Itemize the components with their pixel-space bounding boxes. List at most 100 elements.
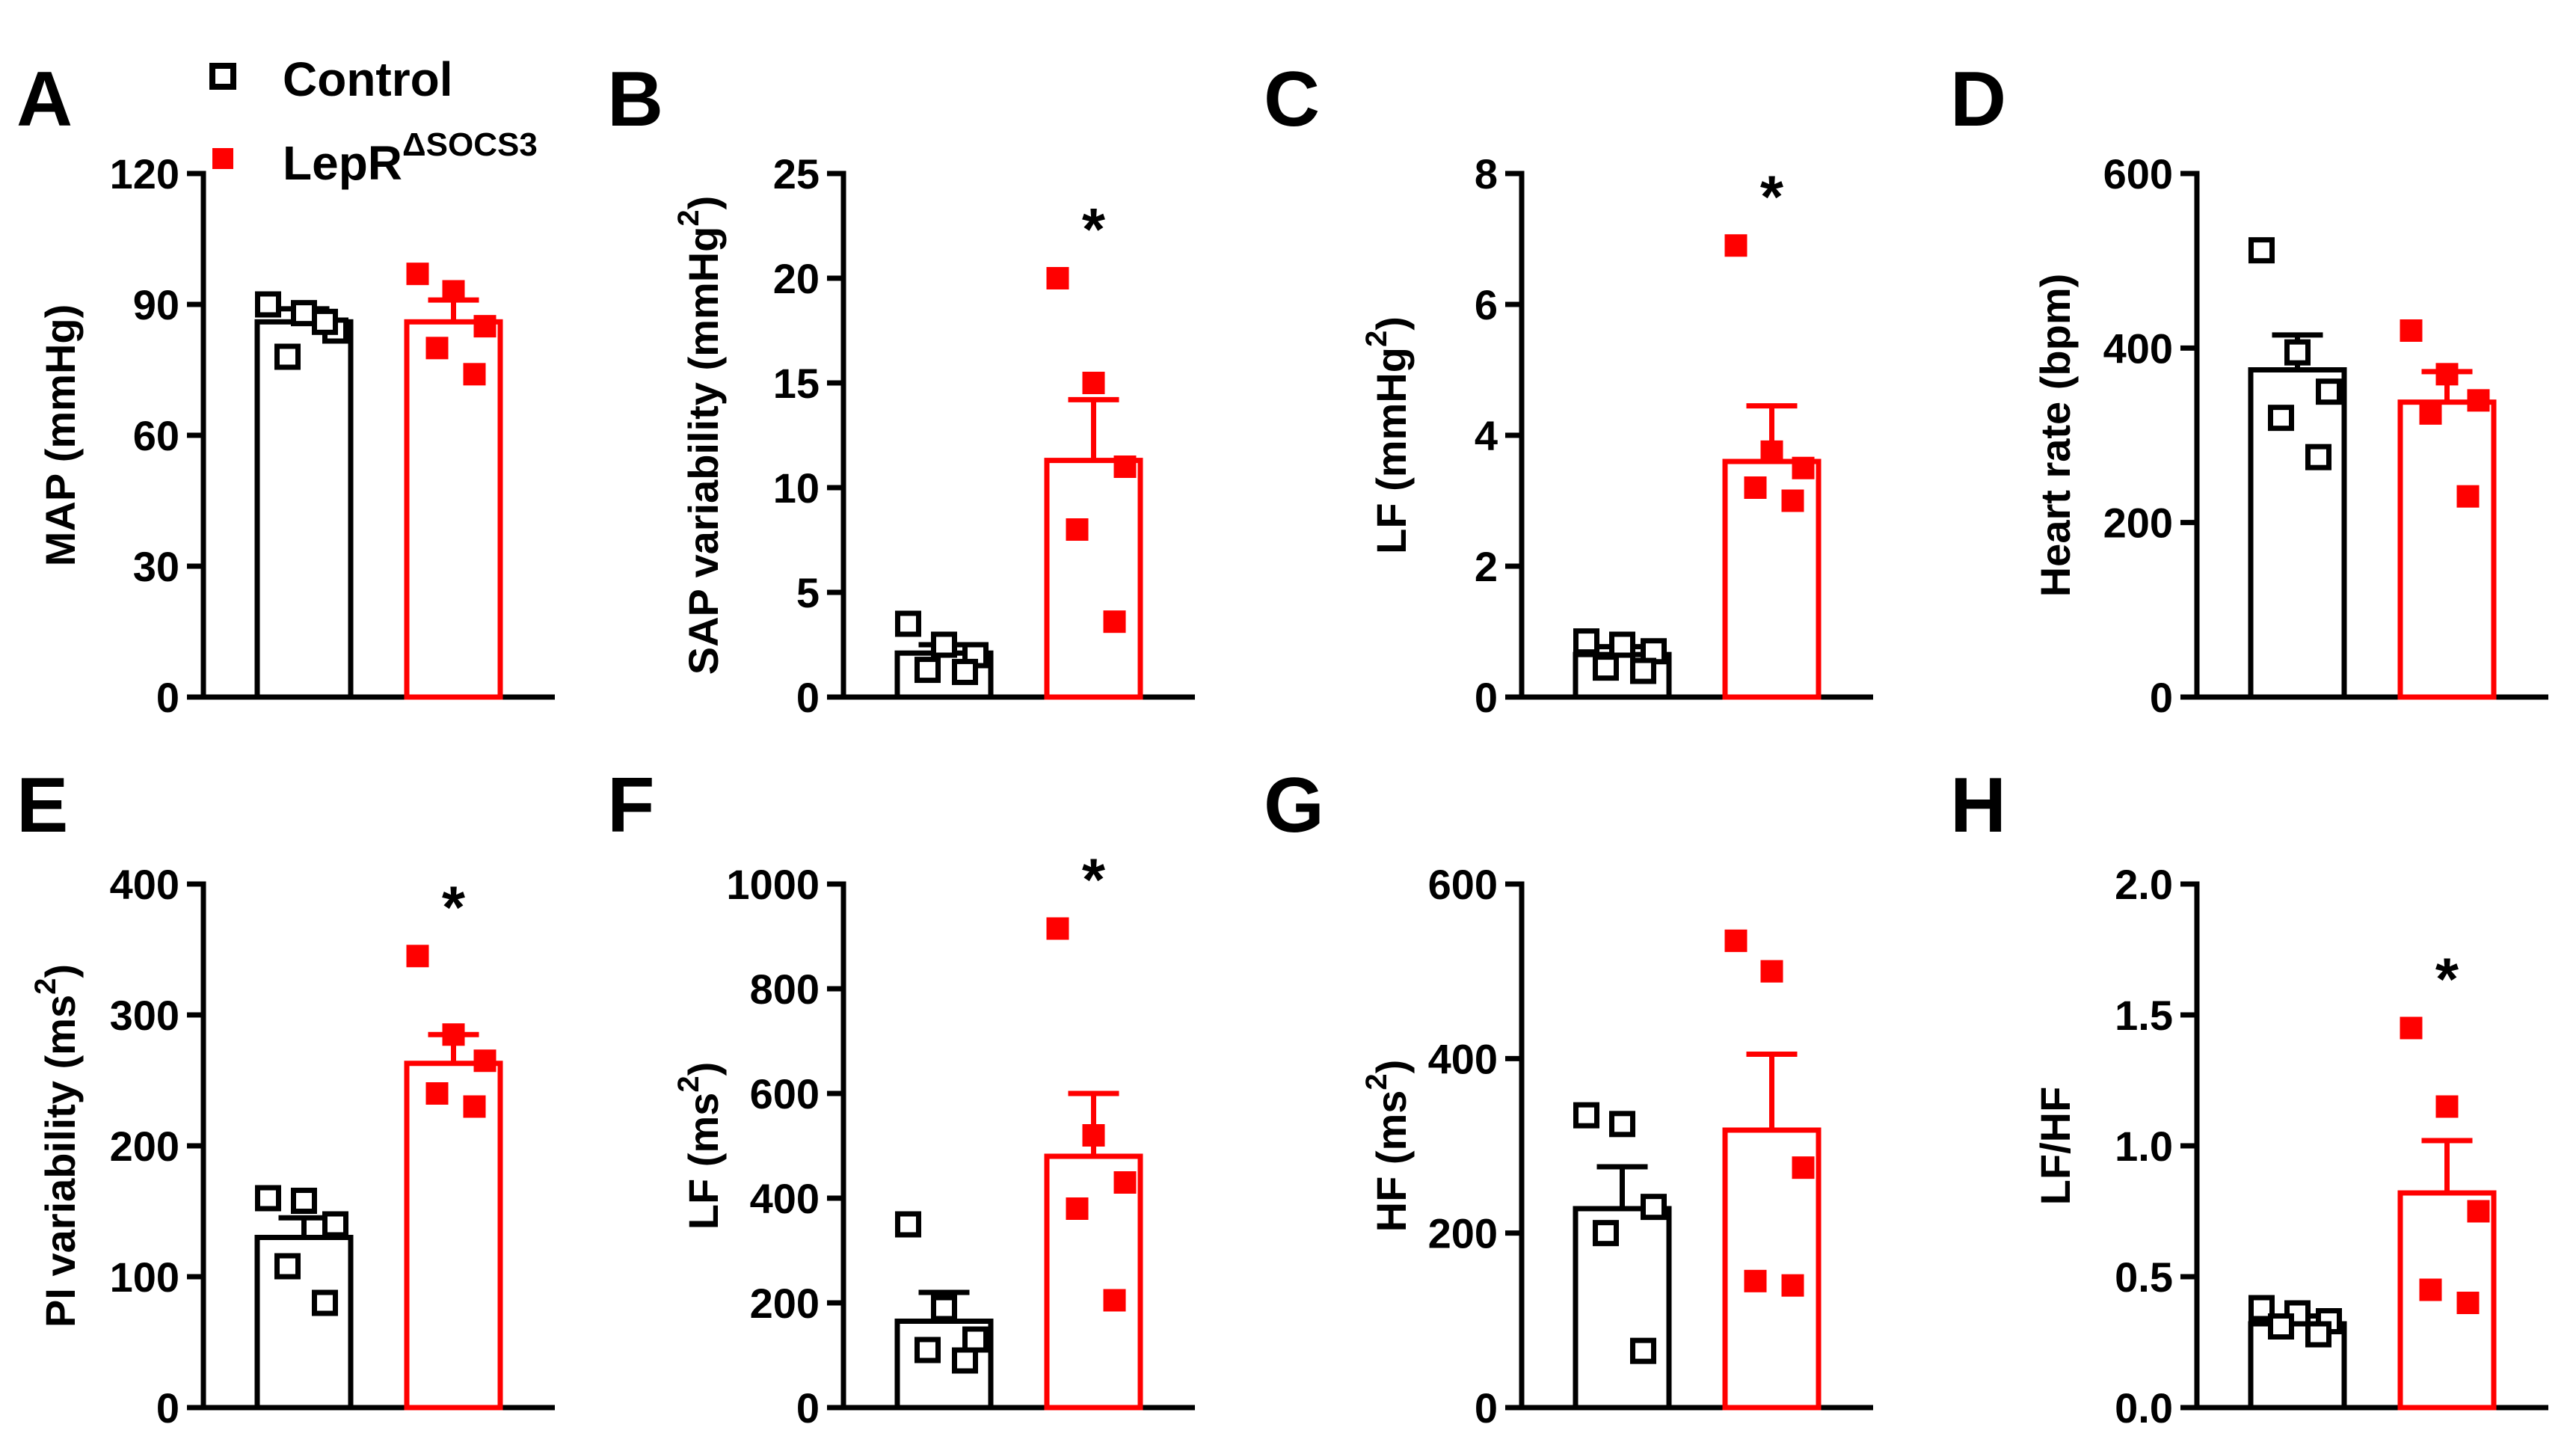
y-tick-label-c-4: 8: [1475, 150, 1498, 197]
panel-letter-b: B: [607, 56, 663, 143]
y-tick-label-c-3: 6: [1475, 281, 1498, 328]
point-a-control-4: [312, 308, 338, 335]
panel-letter-e: E: [16, 762, 68, 849]
point-a-treatment-4: [463, 363, 486, 386]
point-a-control-1: [291, 300, 317, 327]
point-a-treatment-2: [473, 315, 497, 338]
point-c-control-3: [1593, 654, 1619, 681]
y-tick-label-h-3: 1.5: [2115, 992, 2173, 1039]
point-a-treatment-1: [442, 280, 465, 303]
point-c-control-4: [1630, 657, 1656, 684]
point-g-control-2: [1641, 1194, 1667, 1221]
point-f-treatment-4: [1103, 1289, 1126, 1312]
y-tick-label-c-2: 4: [1475, 412, 1498, 459]
point-c-treatment-0: [1724, 234, 1747, 257]
legend-treatment-label: LepRΔSOCS3: [283, 126, 538, 190]
y-tick-label-g-1: 200: [1428, 1210, 1498, 1257]
y-tick-label-b-5: 25: [773, 150, 820, 197]
point-c-treatment-2: [1792, 456, 1815, 479]
point-f-treatment-2: [1113, 1171, 1137, 1194]
y-tick-label-a-0: 0: [156, 674, 179, 721]
significance-star-f: *: [1082, 847, 1106, 913]
legend: Control LepRΔSOCS3: [209, 52, 538, 190]
y-tick-label-e-3: 300: [110, 992, 179, 1039]
panel-e: E 0 100 200 300 400 PI variability (ms2) *: [16, 762, 555, 1432]
bar-d-treatment: [2397, 399, 2497, 700]
point-e-treatment-2: [473, 1049, 497, 1073]
y-tick-label-a-1: 30: [133, 543, 179, 590]
point-h-treatment-0: [2400, 1016, 2423, 1040]
y-tick-label-b-4: 20: [773, 255, 820, 302]
y-tick-label-a-2: 60: [133, 412, 179, 459]
point-h-treatment-4: [2456, 1292, 2480, 1314]
point-b-control-4: [952, 658, 978, 685]
y-axis-label-d: Heart rate (bpm): [2032, 274, 2079, 598]
y-axis-label-f: LF (ms2): [672, 1062, 727, 1230]
point-f-control-4: [952, 1347, 978, 1374]
y-tick-label-g-3: 600: [1428, 861, 1498, 908]
point-e-control-4: [312, 1289, 338, 1316]
point-e-treatment-3: [425, 1082, 449, 1105]
panel-g: G 0 200 400 600 HF (ms2): [1264, 762, 1873, 1432]
point-d-control-1: [2284, 339, 2311, 366]
panel-c: C 0 2 4 6 8 LF (mmHg2) *: [1264, 56, 1873, 721]
y-axis-label-e: PI variability (ms2): [29, 964, 84, 1328]
y-tick-label-f-3: 600: [750, 1070, 820, 1117]
legend-control-marker: [209, 63, 236, 90]
point-b-treatment-4: [1103, 610, 1126, 633]
point-h-treatment-1: [2435, 1095, 2459, 1118]
point-e-control-2: [322, 1211, 348, 1238]
panel-h: H 0.0 0.5 1.0 1.5 2.0 LF/HF *: [1950, 762, 2548, 1432]
point-e-control-3: [274, 1253, 301, 1280]
point-c-treatment-3: [1744, 476, 1767, 499]
significance-star-e: *: [442, 874, 466, 940]
point-b-treatment-1: [1082, 372, 1105, 394]
point-g-treatment-2: [1792, 1156, 1815, 1179]
panel-letter-d: D: [1950, 56, 2006, 143]
y-tick-label-a-4: 120: [110, 150, 179, 197]
y-tick-label-f-0: 0: [796, 1384, 820, 1432]
y-tick-label-f-5: 1000: [726, 861, 820, 908]
y-tick-label-e-2: 200: [110, 1123, 179, 1170]
y-axis-label-b: SAP variability (mmHg2): [672, 196, 727, 675]
point-c-control-1: [1609, 631, 1635, 658]
y-axis-label-h: LF/HF: [2032, 1087, 2079, 1206]
bar-f-treatment: [1044, 1153, 1143, 1411]
point-h-control-3: [2268, 1313, 2294, 1340]
y-tick-label-c-1: 2: [1475, 543, 1498, 590]
point-f-control-1: [931, 1295, 957, 1322]
point-f-control-2: [962, 1326, 989, 1353]
point-d-control-4: [2305, 444, 2331, 470]
significance-star-c: *: [1760, 163, 1784, 230]
y-axis-label-g: HF (ms2): [1360, 1060, 1415, 1233]
panel-letter-g: G: [1264, 762, 1324, 849]
y-tick-label-h-4: 2.0: [2115, 861, 2173, 908]
panel-letter-a: A: [16, 56, 73, 143]
y-tick-label-f-2: 400: [750, 1175, 820, 1222]
y-tick-label-f-4: 800: [750, 966, 820, 1013]
y-tick-label-f-1: 200: [750, 1280, 820, 1327]
point-h-control-4: [2305, 1321, 2331, 1348]
point-b-control-3: [914, 657, 941, 684]
y-tick-label-g-0: 0: [1475, 1384, 1498, 1432]
y-axis-label-c: LF (mmHg2): [1360, 316, 1415, 554]
point-b-treatment-3: [1066, 518, 1089, 541]
panel-letter-h: H: [1950, 762, 2006, 849]
point-g-control-4: [1630, 1337, 1656, 1364]
point-g-treatment-4: [1781, 1274, 1804, 1297]
bar-a-control: [254, 319, 354, 700]
point-d-treatment-0: [2400, 319, 2423, 342]
point-g-control-1: [1609, 1111, 1635, 1138]
y-tick-label-a-3: 90: [133, 281, 179, 328]
point-c-treatment-1: [1760, 440, 1783, 463]
point-g-treatment-3: [1744, 1269, 1767, 1292]
bar-h-treatment: [2397, 1190, 2497, 1411]
point-b-treatment-0: [1046, 267, 1069, 289]
bar-d-control: [2248, 367, 2347, 700]
y-tick-label-d-0: 0: [2150, 674, 2173, 721]
point-b-control-0: [895, 610, 921, 637]
point-f-control-0: [895, 1211, 921, 1238]
point-g-treatment-0: [1724, 929, 1747, 952]
point-a-control-0: [255, 291, 281, 318]
